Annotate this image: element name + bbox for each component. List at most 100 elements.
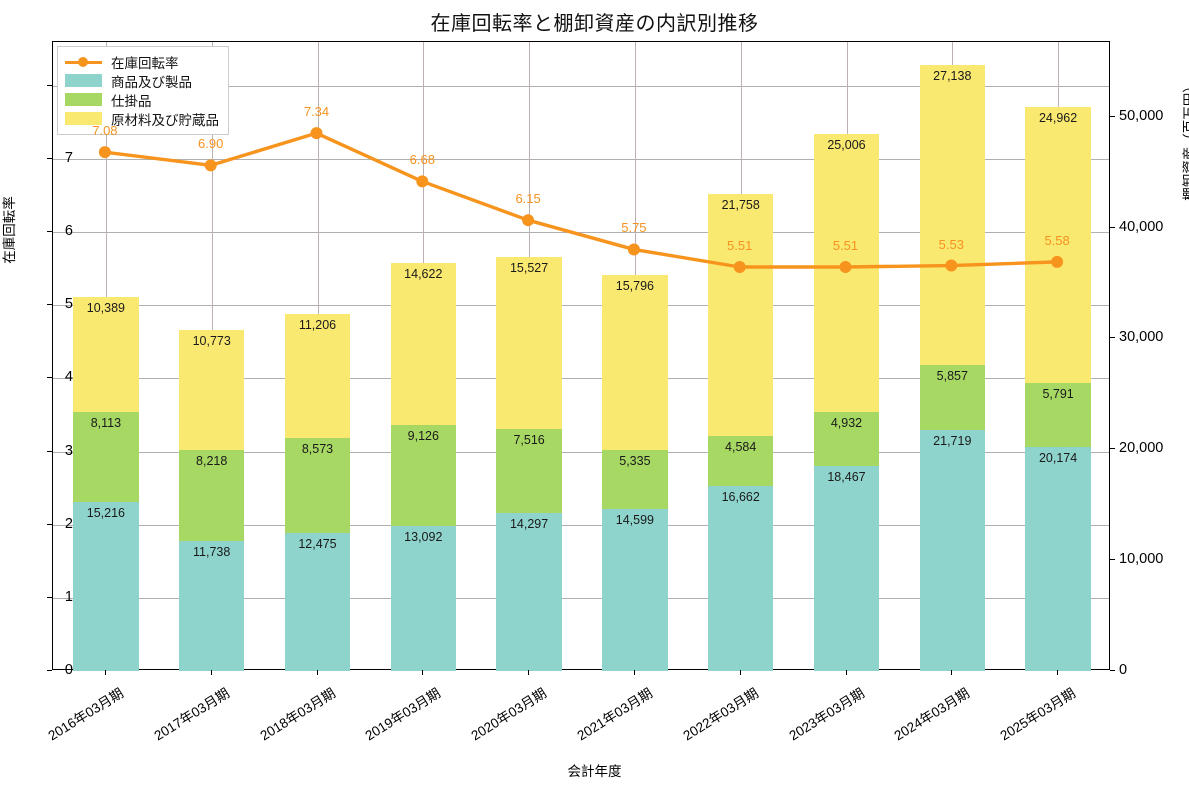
bar-segment[interactable] <box>919 365 986 431</box>
gridline-horizontal <box>53 597 1109 599</box>
line-point-value-label: 6.90 <box>198 136 224 152</box>
y-axis-left-tick-label: 6 <box>64 223 73 240</box>
x-axis-tick-mark <box>845 670 847 675</box>
y-axis-left-tick-label: 1 <box>64 588 73 605</box>
legend-item[interactable]: 商品及び製品 <box>65 71 219 90</box>
bar-segment[interactable] <box>390 424 457 526</box>
y-axis-right-tick-mark <box>1110 559 1115 561</box>
y-axis-right-tick-label: 30,000 <box>1119 329 1164 346</box>
x-axis-tick-mark <box>104 670 106 675</box>
y-axis-left-tick-mark <box>47 231 52 233</box>
y-axis-right-tick-mark <box>1110 337 1115 339</box>
y-axis-right-tick-mark <box>1110 226 1115 228</box>
chart-title: 在庫回転率と棚卸資産の内訳別推移 <box>430 13 759 35</box>
legend-item[interactable]: 在庫回転率 <box>65 52 219 71</box>
bar-segment[interactable] <box>813 411 880 467</box>
y-axis-right-tick-label: 20,000 <box>1119 440 1164 457</box>
x-axis-tick-mark <box>739 670 741 675</box>
bar-segment[interactable] <box>284 532 351 671</box>
legend-item[interactable]: 仕掛品 <box>65 90 219 109</box>
x-axis-tick-mark <box>422 670 424 675</box>
line-point-value-label: 7.34 <box>303 104 330 120</box>
bar-segment[interactable] <box>1025 383 1091 448</box>
line-point-value-label: 7.08 <box>92 123 118 139</box>
y-axis-right-tick-mark <box>1110 448 1115 450</box>
gridline-horizontal <box>53 524 1109 526</box>
bar-segment[interactable] <box>919 430 986 671</box>
y-axis-left-tick-mark <box>47 596 52 598</box>
line-point-value-label: 5.75 <box>621 220 647 236</box>
gridline-horizontal <box>53 85 1109 87</box>
x-axis-tick-mark <box>951 670 953 675</box>
y-axis-right-title: 棚卸資産（百万円） <box>1182 79 1189 201</box>
legend-color-swatch-icon <box>65 93 102 106</box>
bar-segment[interactable] <box>813 466 880 671</box>
bar-segment[interactable] <box>602 450 668 510</box>
x-axis-tick-mark <box>1057 670 1059 675</box>
x-axis-tick-mark <box>210 670 212 675</box>
legend-line-marker-icon <box>65 55 102 68</box>
y-axis-left-tick-label: 5 <box>64 296 73 313</box>
y-axis-left-tick-mark <box>47 158 52 160</box>
bar-segment[interactable] <box>390 525 457 671</box>
gridline-horizontal <box>53 305 1109 307</box>
y-axis-right-tick-mark <box>1110 670 1115 671</box>
bar-segment[interactable] <box>73 297 139 413</box>
bar-segment[interactable] <box>390 262 457 425</box>
y-axis-left-tick-mark <box>47 377 52 379</box>
line-point-value-label: 6.15 <box>515 191 541 207</box>
legend-item[interactable]: 原材料及び貯蔵品 <box>65 109 219 128</box>
y-axis-left-tick-mark <box>47 450 52 452</box>
line-point-value-label: 5.53 <box>938 236 964 252</box>
bar-segment[interactable] <box>496 512 562 671</box>
y-axis-left-tick-mark <box>47 523 52 525</box>
y-axis-left-tick-mark <box>47 304 52 306</box>
bar-segment[interactable] <box>178 540 245 671</box>
y-axis-left-tick-label: 7 <box>64 150 73 167</box>
bar-segment[interactable] <box>602 274 668 451</box>
y-axis-left-tick-label: 2 <box>64 515 73 532</box>
y-axis-right-tick-label: 0 <box>1119 662 1128 678</box>
y-axis-left-tick-label: 0 <box>64 662 73 678</box>
y-axis-left-tick-mark <box>47 84 52 86</box>
legend-item-label: 在庫回転率 <box>111 55 179 71</box>
y-axis-left-tick-label: 3 <box>64 442 73 459</box>
bar-segment[interactable] <box>178 330 245 450</box>
legend-item-label: 原材料及び貯蔵品 <box>111 112 219 128</box>
bar-segment[interactable] <box>284 437 351 533</box>
y-axis-right-tick-label: 50,000 <box>1119 107 1164 124</box>
bar-segment[interactable] <box>496 257 562 430</box>
x-axis-tick-mark <box>316 670 318 675</box>
bar-segment[interactable] <box>178 449 245 541</box>
legend-item-label: 商品及び製品 <box>111 74 192 90</box>
bar-segment[interactable] <box>707 435 774 487</box>
bar-segment[interactable] <box>284 313 351 438</box>
y-axis-right-tick-mark <box>1110 115 1115 117</box>
line-point-value-label: 5.51 <box>727 238 753 253</box>
bar-segment[interactable] <box>1025 447 1091 671</box>
legend-color-swatch-icon <box>65 74 102 87</box>
line-point-value-label: 5.51 <box>832 238 859 253</box>
y-axis-left-tick-mark <box>47 670 52 671</box>
bar-segment[interactable] <box>496 429 562 513</box>
gridline-horizontal <box>53 451 1109 453</box>
y-axis-right-tick-label: 10,000 <box>1119 551 1164 568</box>
chart-legend: 在庫回転率商品及び製品 仕掛品原材料及び貯蔵品 <box>57 46 229 135</box>
bar-segment[interactable] <box>73 412 139 503</box>
line-point-value-label: 5.58 <box>1044 232 1070 248</box>
legend-color-swatch-icon <box>65 112 102 125</box>
bar-segment[interactable] <box>707 486 774 671</box>
gridline-horizontal <box>53 378 1109 380</box>
legend-item-label: 仕掛品 <box>111 93 152 109</box>
bar-segment[interactable] <box>602 509 668 671</box>
x-axis-tick-mark <box>528 670 530 675</box>
x-axis-tick-mark <box>633 670 635 675</box>
y-axis-left-tick-label: 4 <box>64 369 73 386</box>
x-axis-title: 会計年度 <box>567 764 622 779</box>
bar-segment[interactable] <box>73 502 139 671</box>
y-axis-right-tick-label: 40,000 <box>1119 218 1164 235</box>
y-axis-left-title: 在庫回転率 <box>2 196 17 264</box>
line-point-value-label: 6.68 <box>409 152 435 168</box>
